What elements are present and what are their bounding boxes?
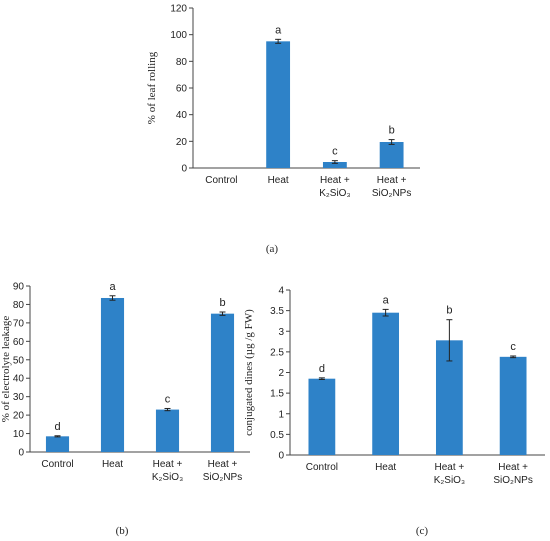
significance-letter: a: [275, 24, 282, 36]
y-tick-label: 80: [13, 300, 25, 311]
y-tick-label: 80: [176, 57, 188, 68]
y-tick-label: 100: [170, 30, 187, 41]
error-bar: [510, 355, 517, 359]
significance-letter: d: [54, 421, 60, 433]
y-tick-label: 1.5: [270, 389, 284, 400]
error-bar: [164, 407, 171, 412]
significance-letter: d: [319, 363, 325, 375]
significance-letter: b: [219, 297, 225, 309]
significance-letter: b: [389, 125, 395, 137]
significance-letter: a: [383, 294, 390, 306]
y-axis-label: % of leaf rolling: [146, 51, 158, 124]
category-label: Heat +: [377, 175, 407, 186]
category-label: Heat +: [153, 459, 183, 470]
bar: [322, 162, 347, 168]
y-tick-label: 30: [13, 392, 25, 403]
category-label: Heat +: [208, 459, 238, 470]
y-tick-label: 120: [170, 4, 187, 15]
y-tick-label: 90: [13, 282, 25, 293]
category-label: K₂SiO₃: [152, 472, 183, 483]
category-label: Heat +: [435, 462, 465, 473]
y-tick-label: 20: [13, 411, 25, 422]
y-tick-label: 20: [176, 137, 188, 148]
error-bar: [331, 160, 338, 164]
chart-b: 0 10 20 30 40 50 60 70 80 90 % of electrolyte leak…: [0, 281, 250, 537]
error-bar: [388, 139, 395, 145]
y-tick-label: 0: [278, 451, 284, 462]
category-label: SiO₂NPs: [203, 472, 242, 483]
error-bar: [382, 308, 389, 317]
bar: [45, 436, 70, 452]
chart-c: 0 0.5 1 1.5 2 2.5 3 3.5 4 conjugated dines (µg /g…: [243, 286, 545, 537]
y-tick-label: 2.5: [270, 347, 284, 358]
bar: [266, 41, 291, 169]
error-bar: [318, 377, 325, 381]
y-tick-label: 0: [181, 164, 187, 175]
significance-letter: a: [109, 281, 116, 293]
panel-label: (c): [416, 525, 429, 537]
panel-label: (a): [266, 243, 279, 255]
error-bar: [446, 319, 453, 362]
bar: [499, 356, 527, 455]
y-tick-label: 60: [176, 84, 188, 95]
y-tick-label: 3.5: [270, 306, 284, 317]
category-label: Control: [306, 462, 338, 473]
bar: [379, 142, 404, 168]
y-tick-label: 60: [13, 337, 25, 348]
bar: [155, 409, 180, 452]
error-bar: [109, 295, 116, 301]
category-label: SiO₂NPs: [493, 475, 532, 486]
y-axis-label: conjugated dines (µg /g FW): [243, 309, 255, 436]
bar: [308, 378, 336, 455]
y-tick-label: 70: [13, 318, 25, 329]
category-label: SiO₂NPs: [372, 188, 411, 199]
bar: [372, 312, 400, 455]
category-label: Heat +: [320, 175, 350, 186]
error-bar: [275, 38, 282, 44]
error-bar: [54, 435, 61, 438]
category-label: Heat: [375, 462, 396, 473]
y-tick-label: 0.5: [270, 430, 284, 441]
significance-letter: c: [165, 393, 171, 405]
bar: [100, 297, 125, 452]
significance-letter: c: [510, 341, 516, 353]
y-tick-label: 40: [13, 374, 25, 385]
category-label: Heat +: [498, 462, 528, 473]
category-label: K₂SiO₃: [434, 475, 465, 486]
category-label: Heat: [102, 459, 123, 470]
category-label: Heat: [268, 175, 289, 186]
y-tick-label: 0: [18, 448, 24, 459]
error-bar: [219, 311, 226, 316]
category-label: Control: [205, 175, 237, 186]
y-tick-label: 4: [278, 286, 284, 297]
category-label: K₂SiO₃: [319, 188, 350, 199]
significance-letter: b: [446, 305, 452, 317]
chart-a: 0 20 40 60 80 100 120 % of leaf rolling Control a…: [146, 4, 420, 255]
y-tick-label: 2: [278, 368, 284, 379]
y-axis-label: % of electrolyte leakage: [0, 316, 12, 423]
bar: [210, 313, 235, 452]
y-tick-label: 3: [278, 327, 284, 338]
category-label: Control: [41, 459, 73, 470]
significance-letter: c: [332, 146, 338, 158]
y-tick-label: 1: [278, 409, 284, 420]
y-tick-label: 40: [176, 110, 188, 121]
y-tick-label: 50: [13, 355, 25, 366]
y-tick-label: 10: [13, 429, 25, 440]
panel-label: (b): [116, 525, 129, 537]
